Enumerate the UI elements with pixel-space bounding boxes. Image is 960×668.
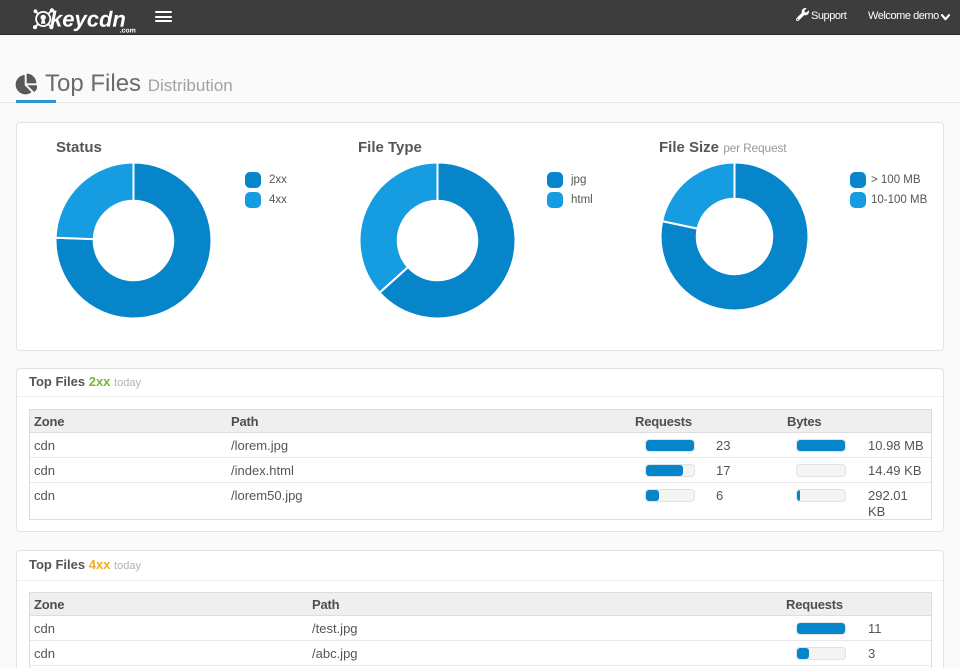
svg-text:.com: .com (119, 28, 135, 33)
svg-text:keycdn: keycdn (50, 7, 126, 32)
